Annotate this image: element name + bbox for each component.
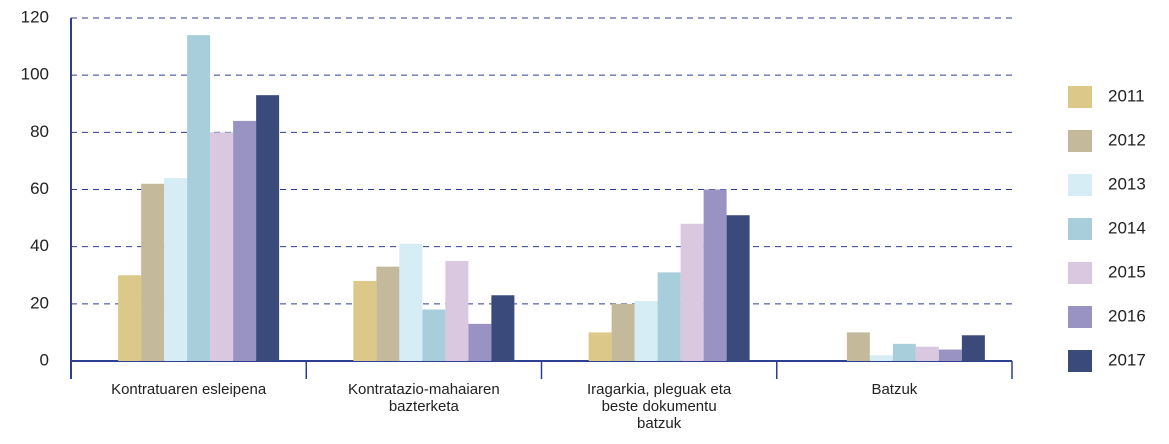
y-tick-label: 40 (30, 236, 49, 255)
bar (399, 243, 423, 361)
legend-label: 2017 (1108, 350, 1146, 369)
bar (869, 355, 893, 361)
y-tick-label: 80 (30, 122, 49, 141)
bar (961, 335, 985, 361)
legend-label: 2016 (1108, 306, 1146, 325)
legend-swatch (1068, 174, 1092, 196)
y-tick-label: 0 (40, 350, 49, 369)
legend-label: 2011 (1108, 86, 1145, 105)
bar (256, 95, 280, 362)
bar (353, 280, 377, 361)
legend-swatch (1068, 306, 1092, 328)
bar (210, 132, 234, 361)
bar (491, 295, 515, 361)
legend-swatch (1068, 350, 1092, 372)
bar (611, 303, 635, 361)
bar (445, 260, 469, 361)
bar (376, 266, 400, 361)
bar (634, 300, 658, 361)
bar (938, 349, 962, 361)
bar (187, 35, 211, 362)
bar (915, 346, 939, 361)
x-tick-label: Iragarkia, pleguak eta beste dokumentu b… (586, 381, 732, 432)
legend-swatch (1068, 262, 1092, 284)
x-tick-label: Batzuk (871, 381, 918, 398)
bar (468, 323, 492, 361)
y-tick-label: 20 (30, 293, 49, 312)
legend-swatch (1068, 86, 1092, 108)
y-tick-label: 120 (21, 7, 49, 26)
x-tick-label: Kontratuaren esleipena (111, 381, 267, 398)
y-tick-label: 100 (21, 65, 49, 84)
bar (141, 183, 165, 361)
bar (892, 343, 916, 361)
legend-label: 2012 (1108, 130, 1146, 149)
bar (118, 275, 142, 361)
y-tick-label: 60 (30, 179, 49, 198)
legend-swatch (1068, 218, 1092, 240)
x-tick-label: Kontratazio-mahaiaren bazterketa (347, 381, 500, 415)
legend-label: 2013 (1108, 174, 1146, 193)
legend-swatch (1068, 130, 1092, 152)
legend-label: 2014 (1108, 218, 1146, 237)
bar (726, 215, 750, 361)
legend-label: 2015 (1108, 262, 1146, 281)
bar (164, 178, 188, 361)
bar (657, 272, 681, 361)
bar (233, 120, 257, 362)
bar (846, 332, 870, 361)
bar (588, 332, 612, 361)
bar (680, 223, 704, 361)
bar (703, 189, 727, 361)
bar (422, 309, 446, 361)
